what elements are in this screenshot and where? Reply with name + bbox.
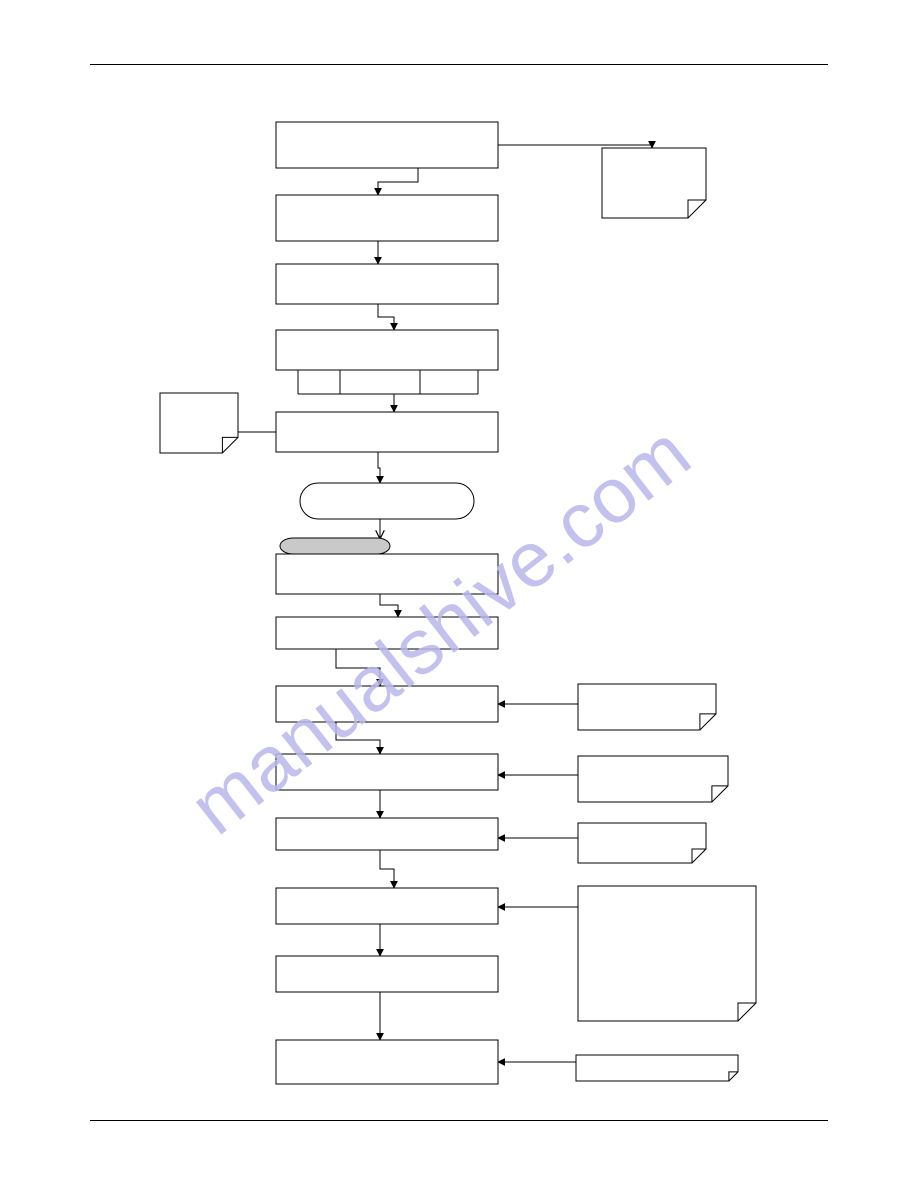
flowchart-diagram bbox=[0, 0, 918, 1188]
node-n13 bbox=[276, 956, 498, 992]
node-n12 bbox=[276, 888, 498, 924]
node-n9 bbox=[276, 686, 498, 722]
node-n6 bbox=[300, 483, 474, 519]
node-tab bbox=[280, 538, 390, 554]
node-n1 bbox=[276, 122, 498, 168]
node-n8 bbox=[276, 617, 498, 649]
page: manualshive.com bbox=[0, 0, 918, 1188]
node-n14 bbox=[276, 1040, 498, 1084]
nodes-layer bbox=[160, 122, 756, 1084]
node-n10 bbox=[276, 754, 498, 790]
node-n3 bbox=[276, 264, 498, 304]
node-n11 bbox=[276, 818, 498, 850]
node-n2 bbox=[276, 195, 498, 241]
node-n5 bbox=[276, 412, 498, 452]
node-n4 bbox=[276, 330, 498, 370]
node-n7 bbox=[276, 554, 498, 594]
